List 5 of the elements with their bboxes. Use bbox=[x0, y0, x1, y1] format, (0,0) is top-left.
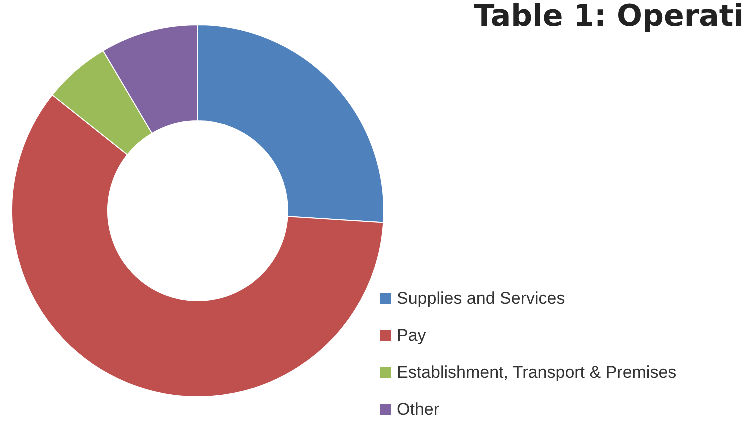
legend-label: Other bbox=[397, 399, 440, 421]
legend-label: Pay bbox=[397, 325, 426, 347]
chart-title: Table 1: Operati bbox=[474, 0, 744, 34]
legend-label: Supplies and Services bbox=[397, 288, 566, 310]
legend-label: Establishment, Transport & Premises bbox=[397, 362, 677, 384]
